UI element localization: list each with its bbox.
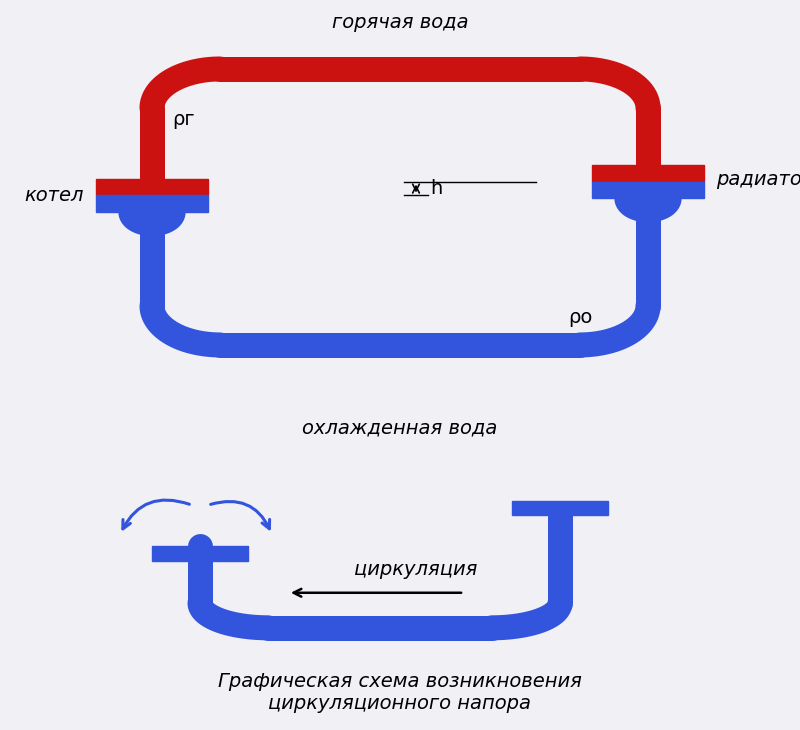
Text: h: h [430, 179, 442, 198]
Text: циркуляция: циркуляция [354, 560, 478, 579]
Text: радиаторы: радиаторы [716, 170, 800, 189]
Text: котел: котел [25, 186, 84, 205]
Bar [96, 179, 208, 196]
Text: горячая вода: горячая вода [332, 13, 468, 33]
Text: охлажденная вода: охлажденная вода [302, 418, 498, 437]
Bar [512, 501, 608, 515]
Bar [152, 546, 248, 561]
Text: Графическая схема возникновения
циркуляционного напора: Графическая схема возникновения циркуляц… [218, 672, 582, 712]
Bar [592, 182, 704, 199]
Text: ρо: ρо [568, 308, 592, 327]
Bar [96, 196, 208, 212]
Bar [592, 165, 704, 182]
Text: ρг: ρг [172, 110, 194, 129]
